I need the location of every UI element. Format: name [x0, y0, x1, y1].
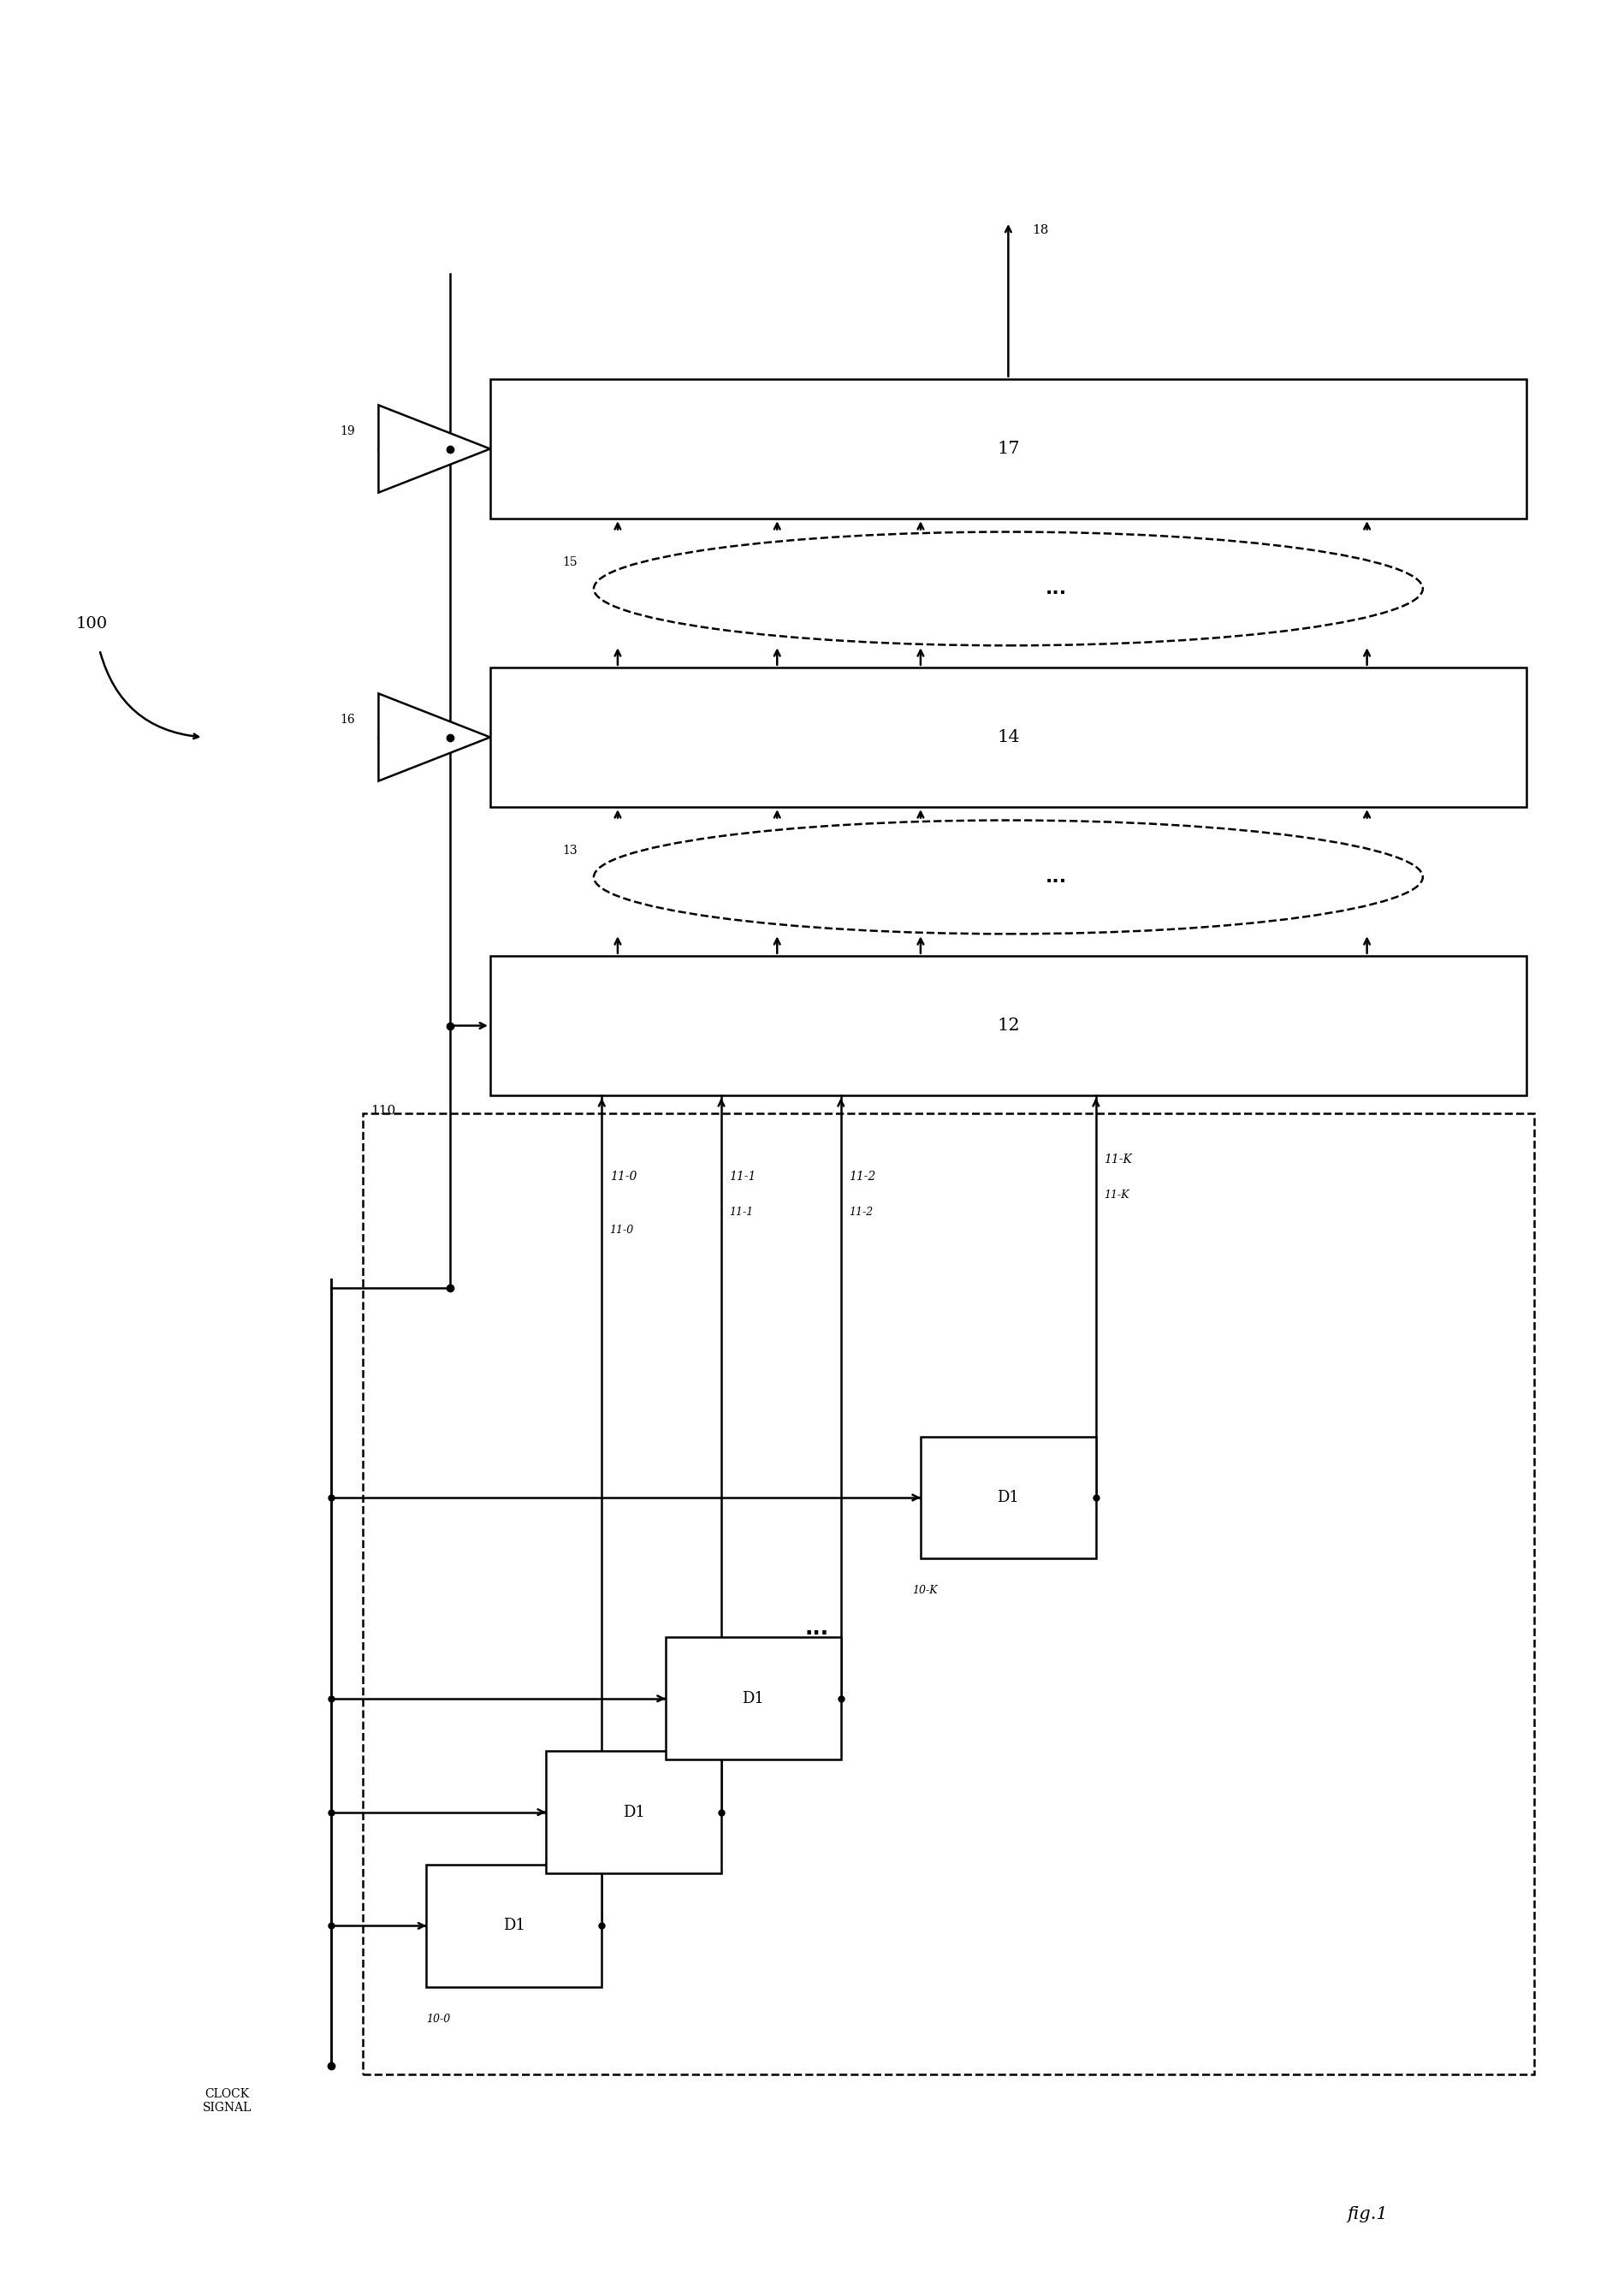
Bar	[427, 1864, 602, 1986]
Text: D1: D1	[623, 1805, 644, 1821]
Text: ...: ...	[1045, 581, 1066, 597]
Bar	[490, 955, 1526, 1095]
Text: 10-2: 10-2	[657, 1786, 681, 1798]
Text: 10-1: 10-1	[545, 1899, 570, 1910]
Text: D1: D1	[997, 1490, 1019, 1506]
Text: 10-K: 10-K	[913, 1584, 938, 1596]
Bar	[490, 668, 1526, 808]
Text: 11-1: 11-1	[730, 1171, 756, 1182]
Text: 11-2: 11-2	[849, 1171, 875, 1182]
Text: 11-K: 11-K	[1103, 1189, 1129, 1201]
Text: 15: 15	[563, 556, 578, 569]
Bar	[490, 379, 1526, 519]
Bar	[545, 1752, 722, 1874]
Text: 18: 18	[1032, 225, 1048, 236]
Text: 12: 12	[997, 1017, 1019, 1033]
Bar	[665, 1637, 841, 1759]
Bar	[362, 1114, 1534, 2073]
Text: 13: 13	[563, 845, 578, 856]
Text: 14: 14	[997, 730, 1019, 746]
Text: ...: ...	[1045, 868, 1066, 886]
Text: 10-0: 10-0	[427, 2014, 450, 2025]
Text: 100: 100	[76, 615, 107, 631]
Text: D1: D1	[743, 1690, 764, 1706]
Text: 11-1: 11-1	[730, 1208, 754, 1217]
Text: 17: 17	[997, 441, 1019, 457]
Polygon shape	[379, 693, 490, 781]
Text: 11-K: 11-K	[1103, 1153, 1133, 1166]
Text: 11-0: 11-0	[610, 1171, 636, 1182]
Text: CLOCK
SIGNAL: CLOCK SIGNAL	[202, 2087, 252, 2115]
Text: fig.1: fig.1	[1346, 2206, 1387, 2223]
Text: 19: 19	[340, 425, 354, 436]
Text: 16: 16	[340, 714, 354, 726]
Text: 110: 110	[371, 1104, 396, 1116]
Text: 11-2: 11-2	[849, 1208, 874, 1217]
Polygon shape	[379, 404, 490, 494]
Text: D1: D1	[503, 1917, 526, 1933]
Text: 11-0: 11-0	[610, 1224, 634, 1235]
Text: ...: ...	[804, 1619, 828, 1639]
Bar	[921, 1437, 1095, 1559]
